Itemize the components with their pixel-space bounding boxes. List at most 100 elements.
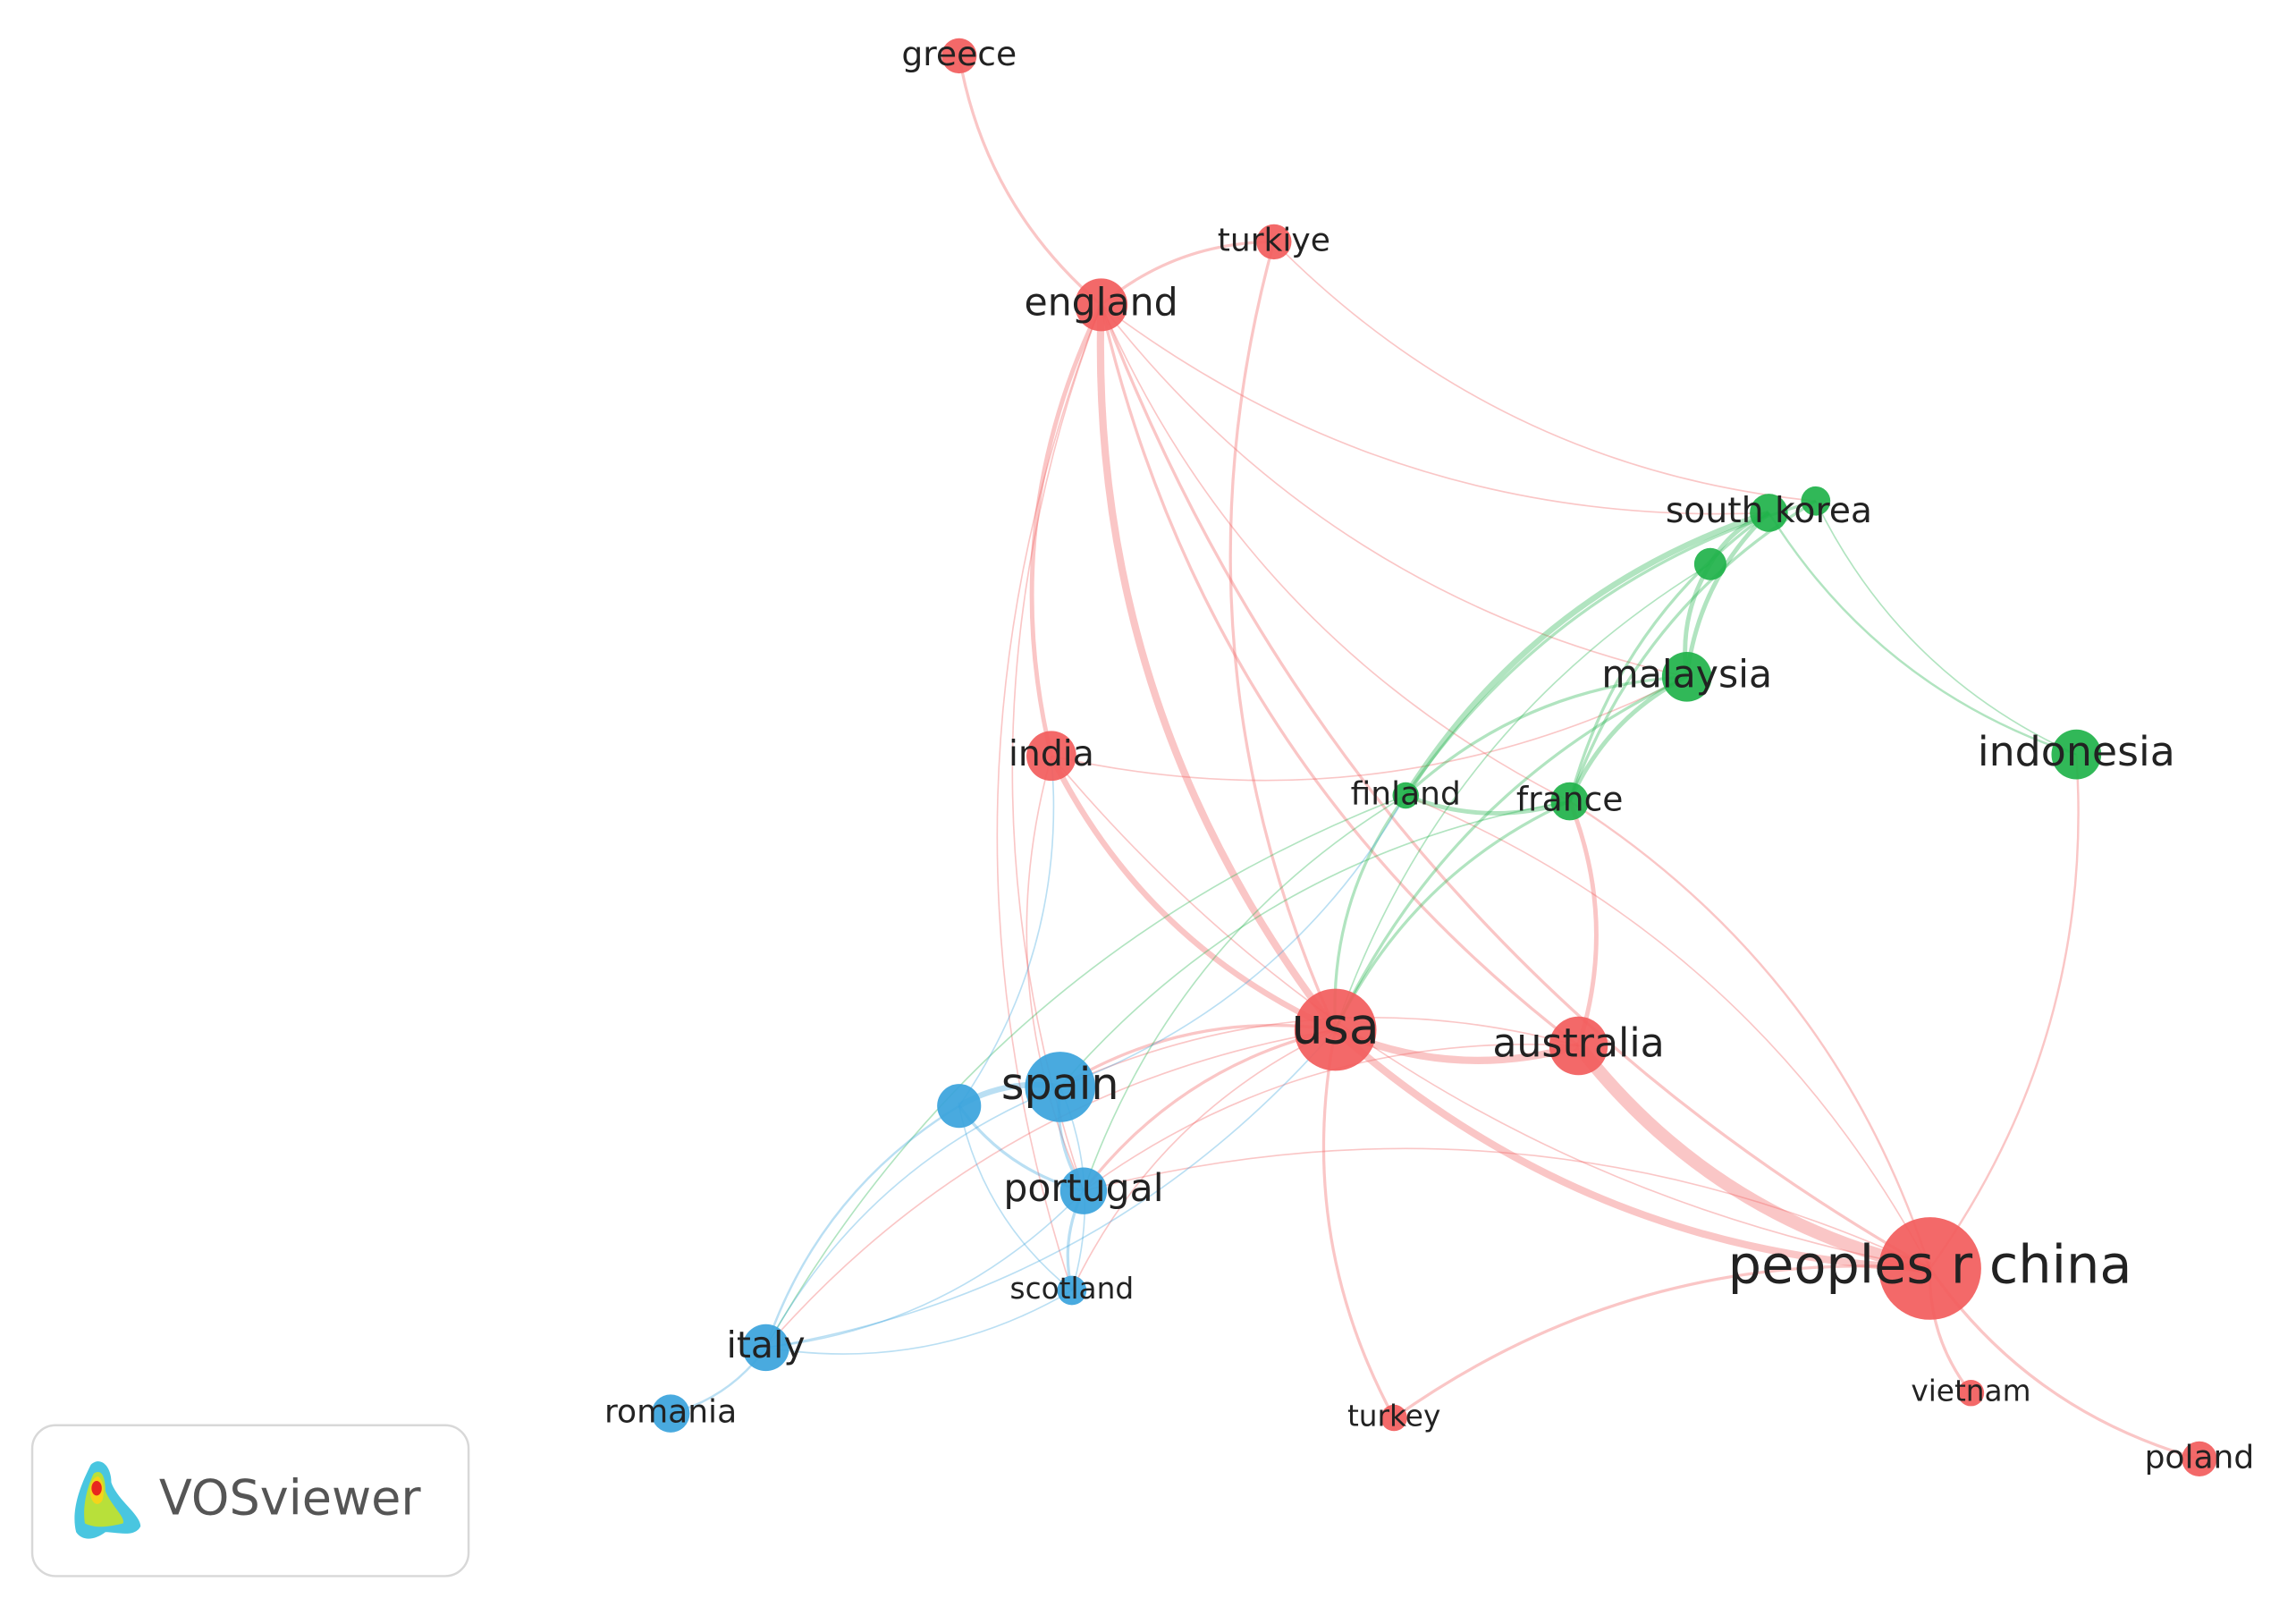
node — [1294, 988, 1377, 1071]
link — [1404, 499, 1817, 797]
link — [764, 794, 1406, 1349]
link — [1083, 1147, 1930, 1270]
link — [1567, 800, 1599, 1047]
node — [1059, 1167, 1108, 1214]
link — [1573, 1042, 1932, 1275]
link — [1096, 304, 1338, 1033]
node-label: indonesia — [1978, 727, 2175, 775]
node-label: south korea — [1666, 491, 1872, 531]
node — [1693, 547, 1726, 580]
node-label: peoples r china — [1728, 1234, 2132, 1296]
link — [765, 1190, 1085, 1349]
node — [1256, 224, 1292, 260]
node-label: scotland — [1010, 1272, 1135, 1306]
node — [937, 1084, 982, 1129]
node-label: usa — [1291, 998, 1379, 1056]
link — [764, 1086, 1061, 1349]
node — [742, 1324, 789, 1372]
node — [1750, 494, 1788, 532]
link — [765, 1028, 1337, 1349]
link — [1100, 304, 1571, 802]
node-label: england — [1025, 280, 1178, 325]
link — [1569, 800, 1931, 1269]
link — [1071, 1028, 1336, 1291]
node-label: portugal — [1003, 1166, 1163, 1211]
node-label: france — [1516, 780, 1624, 819]
node — [941, 38, 977, 74]
link — [1405, 793, 1571, 816]
node — [1957, 1379, 1985, 1407]
node — [1878, 1217, 1981, 1320]
link — [764, 1104, 960, 1349]
link — [958, 55, 1102, 307]
node-label: poland — [2145, 1439, 2255, 1476]
link — [958, 756, 1055, 1107]
node — [1392, 782, 1419, 809]
link — [1815, 500, 2077, 756]
link — [1332, 1027, 1930, 1273]
node — [1801, 486, 1831, 516]
link — [1405, 675, 1687, 797]
link — [1082, 1028, 1336, 1192]
node — [1075, 278, 1128, 332]
node — [1025, 1052, 1096, 1122]
link — [1321, 1029, 1396, 1419]
link — [1228, 241, 1338, 1031]
node — [1549, 1016, 1608, 1076]
node — [2051, 729, 2102, 780]
link — [1929, 754, 2080, 1270]
logo-text: VOSviewer — [159, 1470, 421, 1527]
node — [1026, 731, 1076, 782]
link — [1059, 795, 1406, 1088]
node — [1057, 1275, 1087, 1306]
node — [651, 1394, 690, 1433]
link — [1403, 510, 1770, 798]
link — [764, 1028, 1336, 1349]
link — [1083, 794, 1406, 1191]
link — [1026, 756, 1085, 1192]
node-label: turkey — [1347, 1400, 1440, 1434]
node — [1661, 651, 1712, 702]
node-label: india — [1009, 734, 1094, 774]
link — [1334, 563, 1711, 1030]
edges — [670, 55, 2200, 1460]
nodes — [651, 38, 2217, 1477]
link — [1405, 794, 1931, 1269]
link — [1059, 800, 1570, 1087]
node — [1380, 1404, 1407, 1432]
node-label: turkiye — [1218, 222, 1330, 258]
node-label: spain — [1001, 1058, 1119, 1110]
node-label: finland — [1351, 775, 1461, 812]
link — [1273, 241, 1816, 503]
node-label: malaysia — [1601, 652, 1772, 697]
node-label: vietnam — [1911, 1374, 2030, 1408]
link — [1029, 303, 1103, 757]
link — [1393, 1264, 1930, 1419]
link — [1768, 512, 2077, 756]
link — [1568, 512, 1770, 802]
link — [1100, 304, 1931, 1270]
node — [1550, 782, 1589, 821]
logo-box — [30, 1424, 470, 1577]
node-label: italy — [726, 1324, 805, 1366]
logo-icon — [74, 1461, 141, 1539]
link — [765, 1290, 1073, 1355]
node-label: australia — [1492, 1021, 1664, 1067]
node-label: greece — [901, 34, 1017, 73]
link — [1101, 304, 1769, 515]
node-label: romania — [604, 1394, 737, 1431]
link — [1334, 799, 1571, 1031]
link — [1083, 1044, 1579, 1192]
link — [1334, 675, 1688, 1031]
link — [1048, 754, 1337, 1033]
logo: VOSviewer — [30, 1424, 470, 1577]
link — [1051, 755, 1930, 1270]
link — [1100, 304, 1687, 678]
link — [1051, 676, 1688, 782]
link — [996, 304, 1102, 1291]
link — [1099, 304, 1580, 1047]
link — [958, 1105, 1073, 1291]
node — [2182, 1441, 2217, 1477]
labels: greece turkiye england south korea malaysia i… — [604, 34, 2254, 1476]
